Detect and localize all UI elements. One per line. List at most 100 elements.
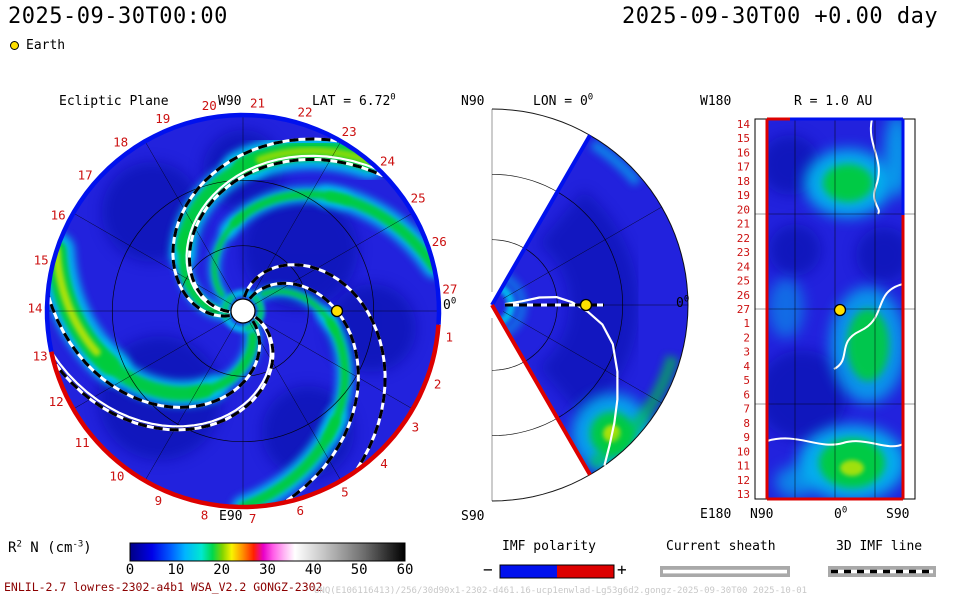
imf-line: [248, 281, 360, 504]
day-number: 6: [297, 503, 305, 518]
day-number: 7: [249, 511, 257, 526]
day-number: 6: [743, 388, 750, 401]
grid-spoke: [73, 317, 232, 410]
day-number: 3: [412, 419, 420, 434]
zero-value: 0: [443, 298, 451, 313]
degree-sup: 0: [683, 294, 690, 305]
map-zero-label: 00: [834, 505, 848, 523]
day-number: 22: [737, 232, 750, 245]
radial-surface-map-plot: 1415161718192021222324252627123456789101…: [737, 117, 916, 501]
sun-disk: [230, 298, 256, 324]
current-sheet-title: Current sheath: [666, 539, 776, 554]
imf-negative-swatch: [500, 565, 557, 578]
day-number: 12: [49, 394, 64, 409]
low-density-region: [856, 227, 903, 283]
day-number: 24: [737, 260, 751, 273]
density-blob: [847, 309, 889, 381]
day-number: 15: [34, 253, 49, 268]
earth-marker: [330, 304, 344, 318]
imf-polarity-title: IMF polarity: [502, 539, 596, 554]
grid-spoke: [249, 322, 342, 481]
day-number: 27: [442, 281, 457, 296]
density-arm: [230, 190, 352, 228]
day-number: 9: [743, 431, 750, 444]
grid-spoke: [254, 212, 413, 305]
imf-minus-sign: −: [483, 560, 493, 579]
map-w180-label: W180: [700, 94, 732, 109]
day-number: 22: [297, 104, 312, 119]
grid-spoke: [503, 206, 662, 299]
colorbar-graphic: [129, 542, 406, 562]
day-number: 23: [342, 124, 357, 139]
day-number: 1: [446, 330, 454, 345]
polarity-arc-pos: [49, 324, 441, 510]
density-arm: [325, 191, 438, 272]
density-blob: [768, 278, 804, 338]
day-number: 13: [33, 349, 48, 364]
map-n90-label: N90: [750, 507, 774, 522]
imf-line: [46, 293, 262, 409]
imf-swatch-border: [499, 564, 615, 579]
colorbar-tick: 60: [396, 562, 414, 578]
current-sheet-line: [50, 316, 272, 428]
watermark: UNQ(E106116413)/256/30d90x1-2302-d461.16…: [314, 586, 808, 596]
imf-positive-swatch: [557, 565, 614, 578]
density-arm: [238, 416, 341, 506]
ecliptic-title: Ecliptic Plane: [59, 94, 169, 109]
colorbar-tick: 0: [125, 562, 135, 578]
current-sheet-symbol-line: [663, 569, 787, 574]
day-number: 8: [201, 507, 209, 522]
day-number: 25: [411, 191, 426, 206]
day-number: 11: [75, 435, 90, 450]
colorbar-ticks: 0 10 20 30 40 50 60: [0, 562, 960, 582]
low-density-region: [767, 350, 847, 440]
earth-marker: [579, 298, 593, 312]
density-arm: [212, 213, 245, 298]
day-number: 24: [380, 153, 395, 168]
day-number: 1: [743, 317, 750, 330]
day-number: 17: [78, 168, 93, 183]
earth-legend-label: Earth: [26, 38, 66, 53]
day-number: 16: [51, 208, 66, 223]
density-arm: [255, 147, 373, 165]
imf-line-title: 3D IMF line: [836, 539, 923, 554]
zero-value: 0: [834, 507, 842, 522]
day-number: 17: [737, 161, 750, 174]
density-arm: [260, 288, 339, 335]
degree-sup: 0: [450, 296, 457, 307]
polarity-edge-neg: [490, 134, 592, 306]
timestamp-left: 2025-09-30T00:00: [8, 4, 228, 29]
grid-spoke: [144, 322, 237, 481]
colorbar-tick: 50: [350, 562, 368, 578]
colorbar-label: R2 N (cm-3): [8, 540, 92, 556]
day-number: 10: [109, 468, 124, 483]
ecliptic-e90-label: E90: [219, 509, 243, 524]
grid-spoke: [144, 141, 237, 300]
day-number: 23: [737, 246, 750, 259]
colorbar-label-sup: 2: [16, 539, 22, 550]
degree-sup: 0: [841, 505, 848, 516]
degree-sup: 0: [390, 92, 396, 103]
imf-plus-sign: +: [617, 560, 627, 579]
timestamp-right: 2025-09-30T00 +0.00 day: [622, 4, 939, 29]
day-number: 18: [113, 135, 128, 150]
meridional-zero-label: 00: [676, 294, 690, 312]
density-arm: [323, 318, 349, 442]
meridional-plane-plot: [490, 108, 689, 502]
day-number: 9: [155, 493, 163, 508]
imf-line: [171, 137, 342, 318]
day-number: 12: [737, 474, 750, 487]
imf-line: [242, 263, 387, 473]
colorbar-label-sup: -3: [72, 539, 84, 550]
ecliptic-zero-label: 00: [443, 296, 457, 314]
polarity-edge-pos: [490, 303, 592, 476]
day-number: 20: [737, 203, 750, 216]
day-number: 5: [341, 484, 349, 499]
meridional-s90-label: S90: [461, 509, 485, 524]
current-sheet-line: [833, 283, 903, 370]
colorbar-label-part: N (cm: [21, 540, 73, 556]
colorbar-tick: 40: [304, 562, 322, 578]
earth-legend: Earth: [10, 38, 66, 54]
colorbar-label-part: ): [83, 540, 92, 556]
day-number: 2: [434, 376, 442, 391]
